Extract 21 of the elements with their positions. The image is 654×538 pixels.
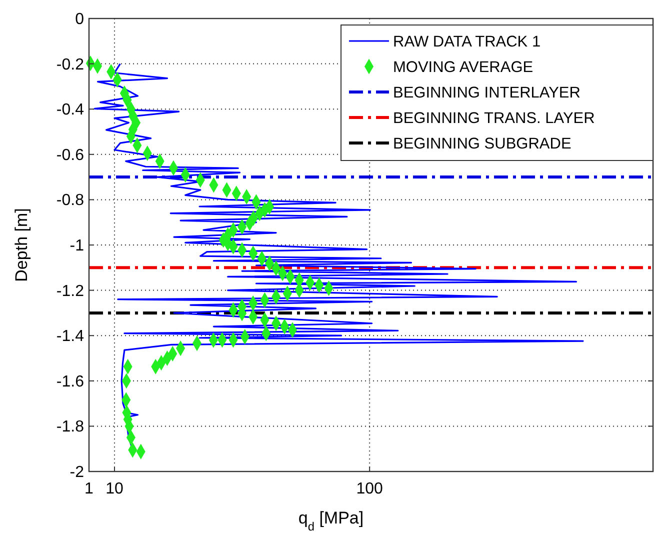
legend-label: BEGINNING TRANS. LAYER	[393, 110, 595, 127]
legend-label: MOVING AVERAGE	[393, 59, 534, 76]
y-tick-label: -0.4	[56, 102, 84, 119]
y-axis-title: Depth [m]	[12, 208, 31, 282]
y-tick-label: -1.4	[56, 328, 84, 346]
x-tick-label: 10	[106, 480, 124, 498]
x-tick-label: 1	[84, 480, 94, 498]
legend-label: RAW DATA TRACK 1	[393, 34, 541, 50]
y-tick-label: -2	[70, 464, 84, 481]
y-tick-label: -1.6	[56, 373, 84, 390]
y-tick-label: -0.2	[56, 56, 84, 74]
legend-label: BEGINNING SUBGRADE	[393, 136, 572, 152]
legend-label: BEGINNING INTERLAYER	[393, 84, 580, 102]
x-tick-label: 100	[356, 480, 384, 498]
y-tick-label: -0.8	[56, 192, 84, 210]
y-tick-label: -1.2	[56, 282, 84, 300]
y-tick-label: -1	[70, 238, 84, 254]
y-tick-label: -0.6	[56, 146, 84, 164]
y-tick-label: -1.8	[56, 418, 84, 436]
x-axis-title: q$_{d}$ [MPa]	[298, 508, 364, 534]
y-tick-label: 0	[75, 11, 84, 28]
